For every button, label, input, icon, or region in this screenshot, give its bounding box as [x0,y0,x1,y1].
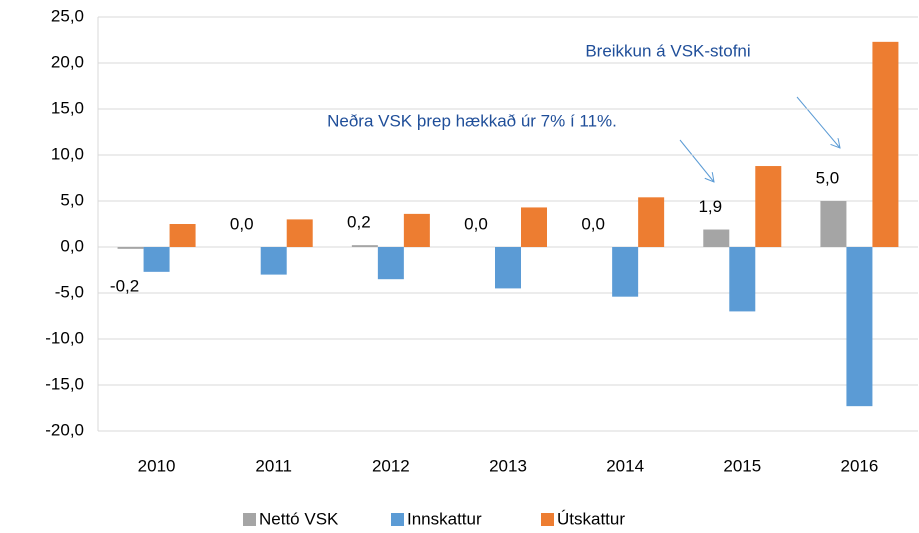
bar [846,247,873,407]
legend-label: Innskattur [407,509,482,528]
bar [143,247,170,272]
bar [169,224,196,247]
data-label: 1,9 [698,197,722,216]
x-tick-label: 2013 [489,456,527,475]
bar [117,247,144,249]
y-tick-label: 20,0 [51,52,84,71]
bar [612,247,639,297]
x-tick-label: 2010 [138,456,176,475]
annotation-arrow [679,139,714,182]
data-label: -0,2 [110,276,139,295]
bar [703,229,730,247]
bar [260,247,287,275]
bar [638,197,665,247]
y-tick-label: 25,0 [51,6,84,25]
legend-swatch [541,513,554,526]
data-label: 0,2 [347,213,371,232]
data-label: 0,0 [230,214,254,233]
bar [729,247,756,312]
y-tick-label: -10,0 [45,328,84,347]
data-label: 0,0 [581,214,605,233]
y-tick-label: -20,0 [45,420,84,439]
x-tick-label: 2015 [723,456,761,475]
x-tick-label: 2016 [841,456,879,475]
bar [521,207,547,247]
y-tick-label: -5,0 [55,282,84,301]
y-tick-label: 15,0 [51,98,84,117]
bar [286,219,313,247]
y-tick-label: 5,0 [60,190,84,209]
legend-label: Útskattur [557,509,625,528]
y-tick-label: 0,0 [60,236,84,255]
legend-swatch [391,513,404,526]
bar [351,245,378,247]
data-label: 0,0 [464,214,488,233]
data-label: 5,0 [816,168,840,187]
x-tick-label: 2014 [606,456,644,475]
y-tick-label: -15,0 [45,374,84,393]
annotation: Neðra VSK þrep hækkað úr 7% í 11%. [327,111,617,130]
x-tick-label: 2012 [372,456,410,475]
bar [820,201,847,247]
bar [403,213,430,247]
bar [755,166,782,247]
bar [377,247,404,280]
x-tick-label: 2011 [255,456,292,475]
annotation: Breikkun á VSK-stofni [585,41,750,60]
legend-label: Nettó VSK [259,509,339,528]
bar [495,247,521,289]
y-tick-label: 10,0 [51,144,84,163]
annotation-arrow [796,96,840,148]
bar [872,41,899,248]
legend-swatch [243,513,256,526]
